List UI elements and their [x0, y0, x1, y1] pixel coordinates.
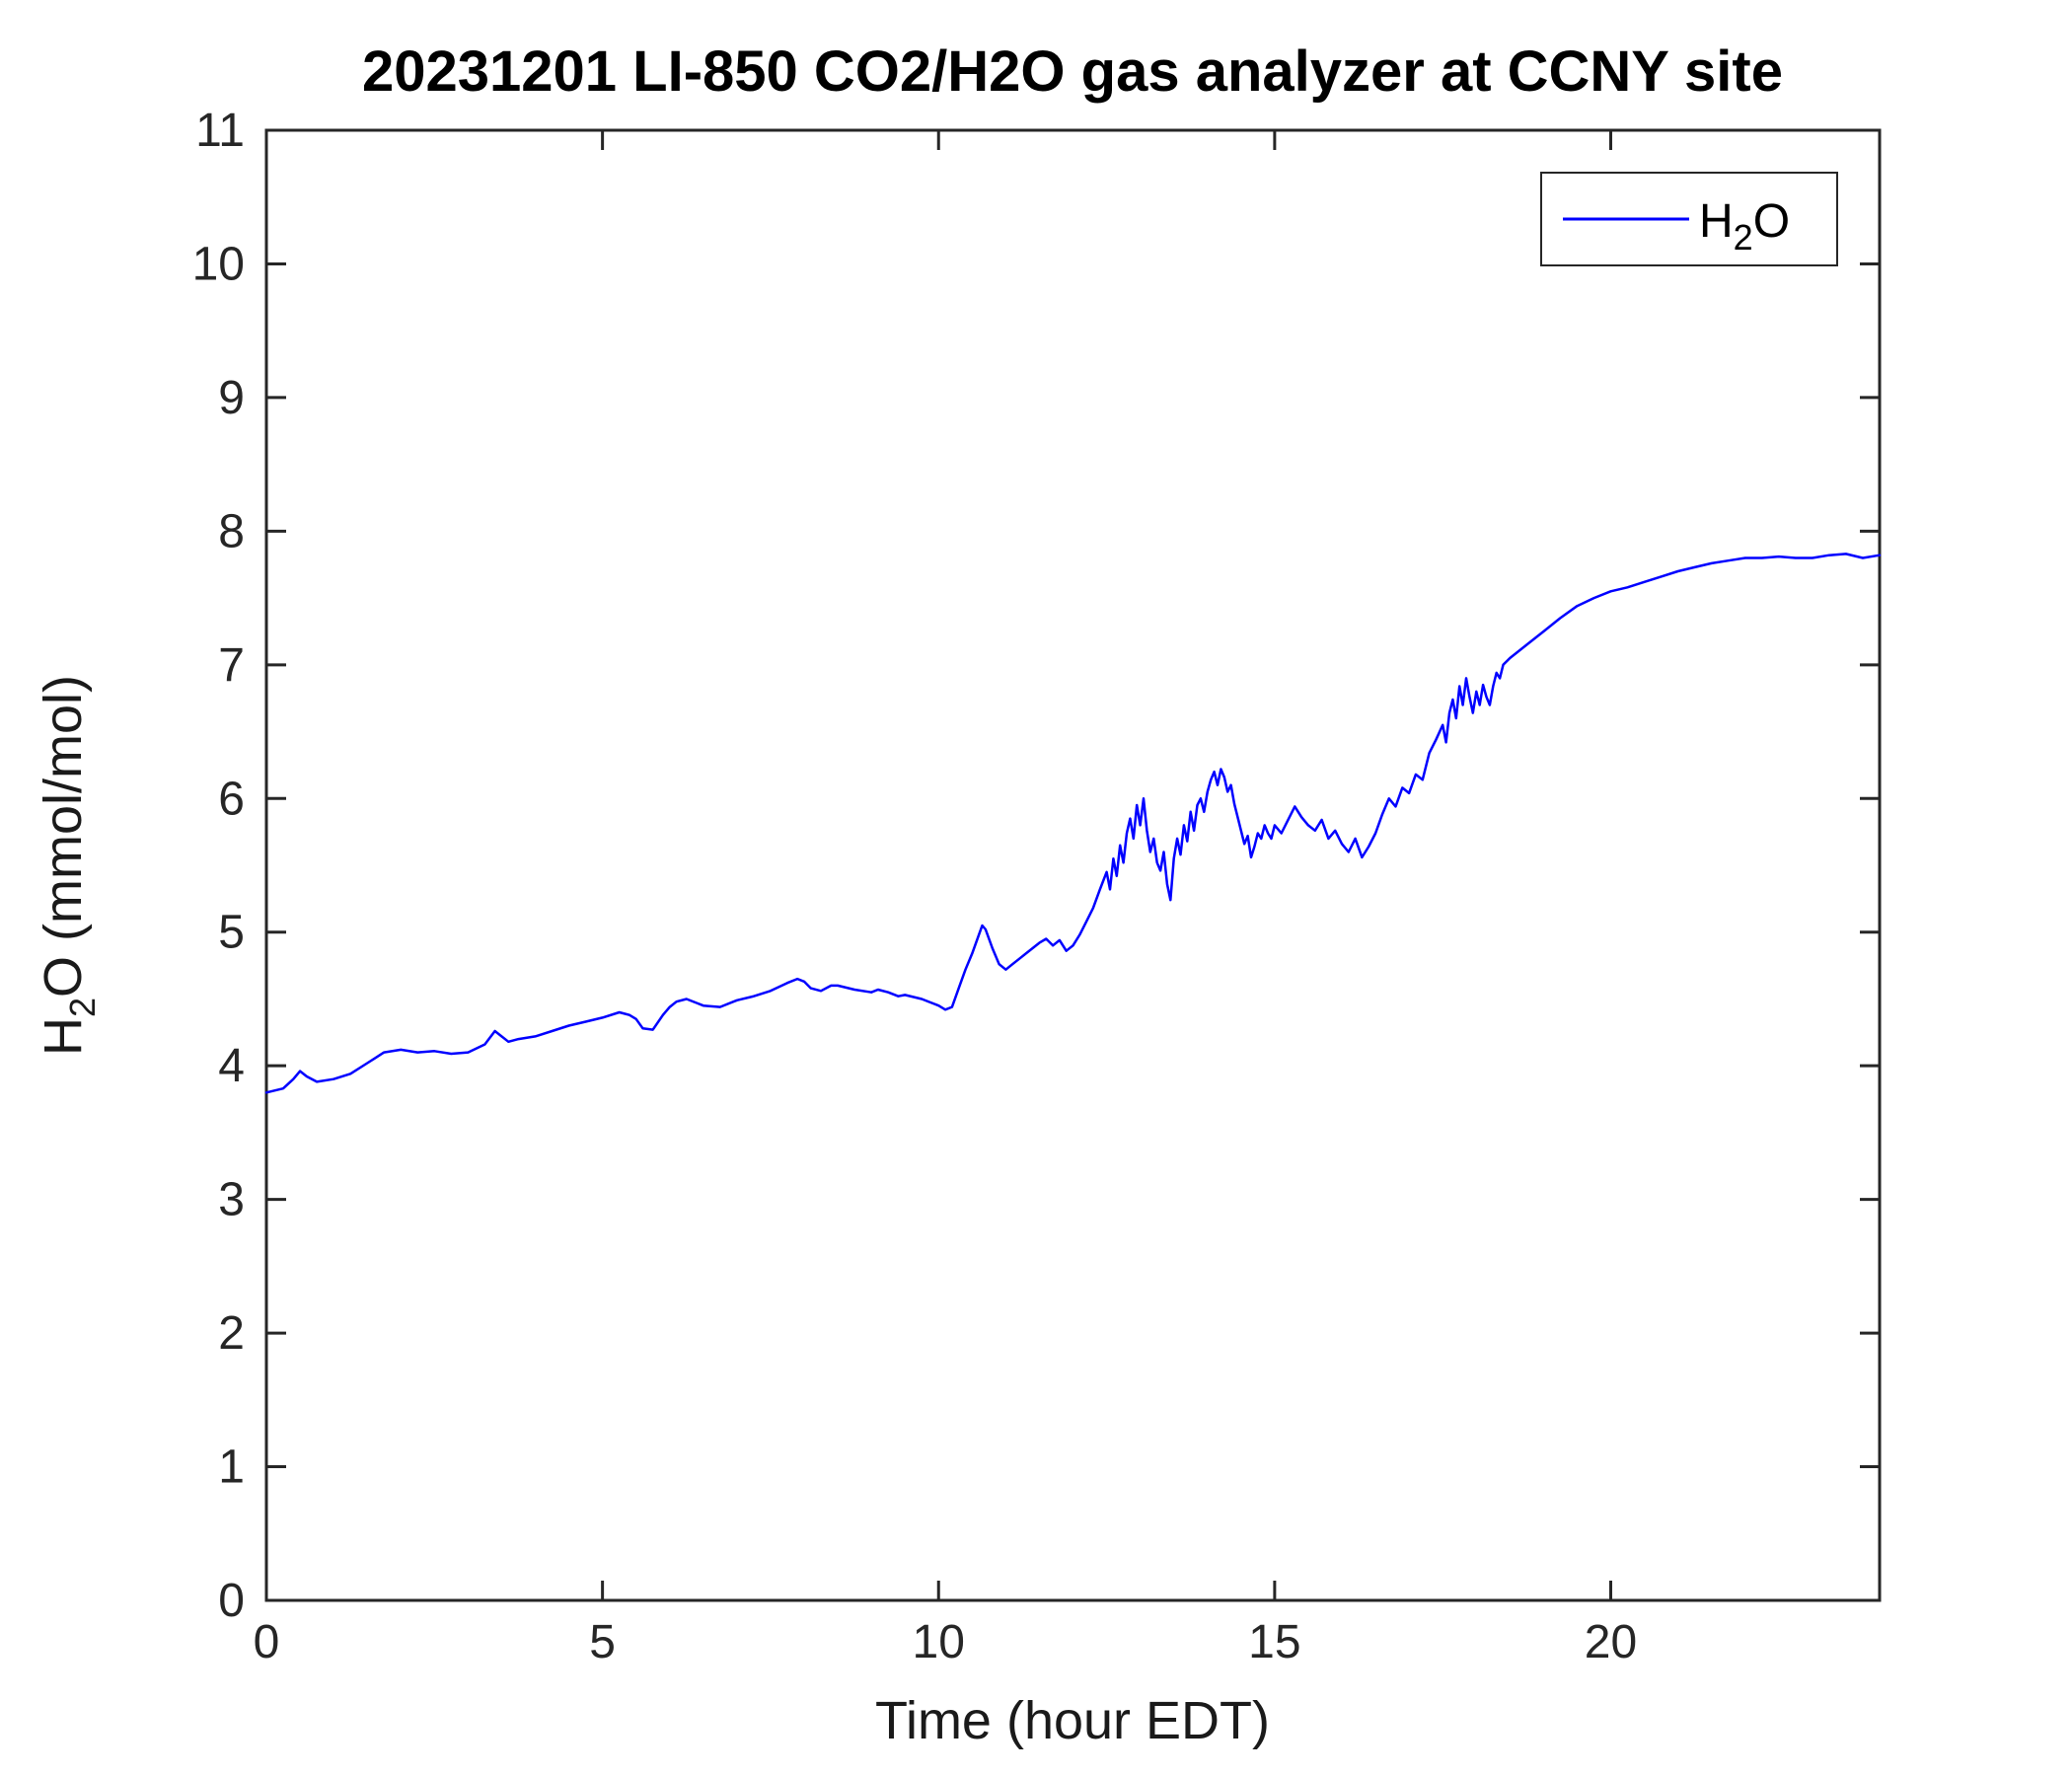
y-tick-label: 11 — [195, 105, 245, 157]
legend: H2O — [1540, 172, 1838, 266]
y-tick-label: 3 — [218, 1174, 245, 1226]
y-tick-label: 5 — [218, 907, 245, 959]
y-tick-label: 0 — [218, 1575, 245, 1627]
x-axis-label: Time (hour EDT) — [875, 1691, 1270, 1750]
x-tick-label: 20 — [1585, 1616, 1637, 1668]
y-axis-label: H2O (mmol/mol) — [34, 675, 103, 1056]
y-tick-label: 2 — [218, 1307, 245, 1360]
legend-label-pre: H — [1699, 195, 1734, 248]
legend-label-sub: 2 — [1734, 217, 1753, 258]
y-label-pre: H — [34, 1017, 93, 1056]
y-tick-label: 10 — [192, 238, 245, 290]
y-label-post: O (mmol/mol) — [34, 675, 93, 998]
x-tick-label: 5 — [589, 1616, 616, 1668]
y-axis: 0 1 2 3 4 5 6 7 8 9 10 11 — [192, 105, 1880, 1627]
x-tick-label: 0 — [254, 1616, 280, 1668]
series-group — [264, 553, 1882, 1094]
series-line-H2O — [264, 553, 1882, 1094]
y-tick-label: 1 — [218, 1442, 245, 1494]
x-axis: 0 5 10 15 20 — [254, 130, 1637, 1668]
y-tick-label: 9 — [218, 372, 245, 424]
y-tick-label: 6 — [218, 773, 245, 825]
legend-label: H2O — [1699, 195, 1790, 258]
y-tick-label: 7 — [218, 639, 245, 692]
legend-label-post: O — [1753, 195, 1790, 248]
y-tick-label: 8 — [218, 505, 245, 557]
y-tick-label: 4 — [218, 1040, 245, 1092]
y-label-sub: 2 — [62, 998, 103, 1017]
plot-area — [264, 128, 1882, 1602]
x-tick-label: 15 — [1248, 1616, 1300, 1668]
chart-title: 20231201 LI-850 CO2/H2O gas analyzer at … — [362, 39, 1783, 104]
x-tick-label: 10 — [913, 1616, 965, 1668]
